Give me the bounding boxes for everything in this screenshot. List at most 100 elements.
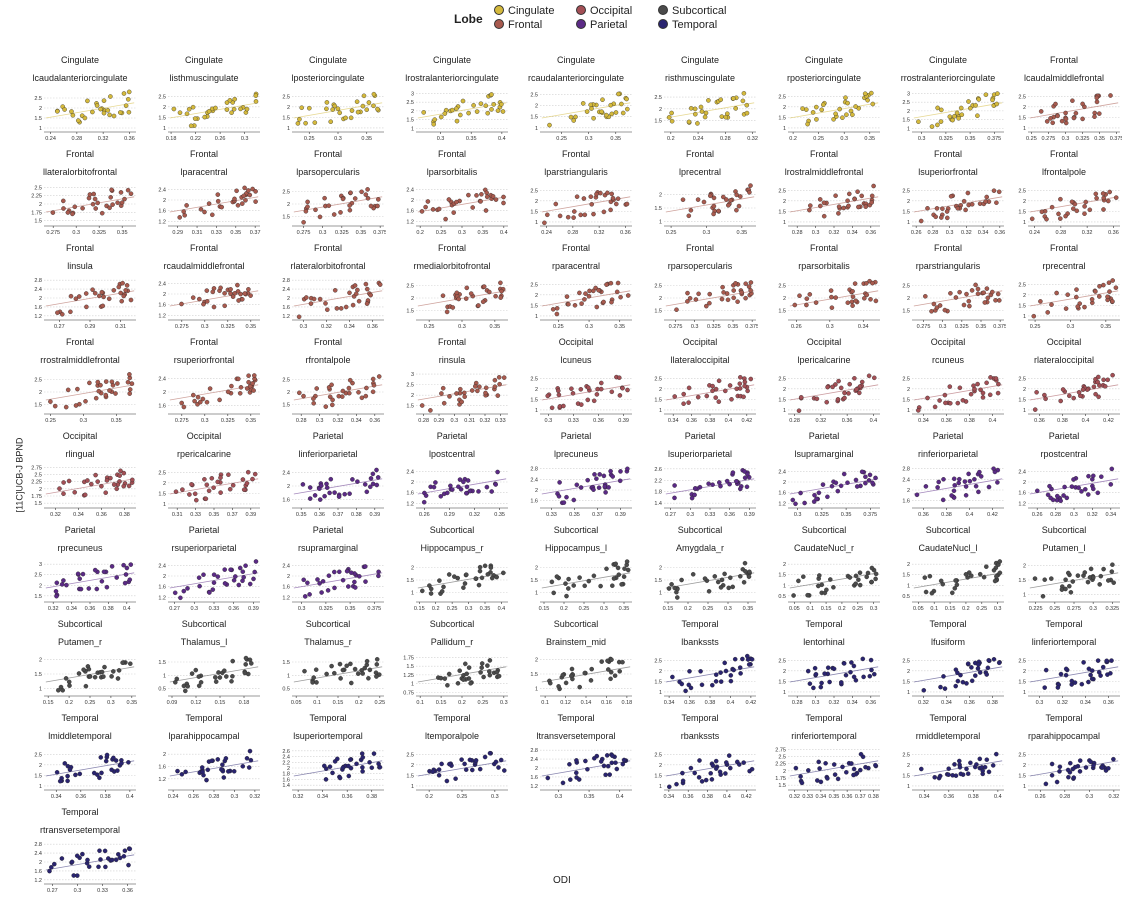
data-point [121,91,127,96]
data-point [615,196,621,201]
data-point [428,408,433,413]
data-point [796,408,802,413]
data-point [76,294,82,299]
x-tick-label: 0.3 [840,136,848,142]
data-point [300,482,306,487]
data-point [211,304,217,310]
data-point [581,196,587,201]
data-point [219,204,224,210]
data-point [344,568,350,574]
data-point [329,663,334,669]
y-tick-label: 1.25 [403,673,414,679]
x-tick-label: 0.2 [667,136,675,142]
data-point [942,686,948,691]
data-point [215,198,221,204]
data-point [207,386,213,391]
data-point [118,290,123,296]
x-tick-label: 0.375 [1110,136,1122,142]
x-tick-label: 0.36 [865,700,876,706]
facet-panel: Parietal lprecuneus 1.6 2 2.4 2.8 0.33 0.35 0.37… [518,430,634,532]
data-point [47,868,52,874]
data-point [1062,484,1067,490]
data-point [118,110,123,115]
data-point [122,196,127,202]
facet-region-label: Putamen_l [1042,543,1086,553]
data-point [588,102,593,108]
data-point [831,666,837,672]
data-point [241,575,246,580]
y-tick-label: 1.5 [654,309,662,315]
x-tick-label: 0.35 [345,606,356,612]
y-tick-label: 2.4 [1018,469,1026,475]
data-point [1048,116,1053,121]
data-point [82,492,88,498]
data-point [677,679,682,685]
x-tick-label: 0.34 [51,794,62,800]
data-point [253,189,258,194]
y-tick-label: 1 [163,502,166,508]
data-point [686,682,692,688]
facet-panel: Cingulate lcaudalanteriorcingulate 1 1.5 2 2.… [22,54,138,156]
data-point [129,381,135,386]
facet-lobe-label: Frontal [189,149,218,159]
facet-lobe-label: Occipital [558,337,594,347]
data-point [1079,681,1085,687]
data-point [601,763,607,769]
data-point [977,756,983,762]
data-point [468,291,474,296]
x-tick-label: 0.14 [581,700,592,706]
data-point [500,109,506,114]
facet-plot: 1.522.50.25 0.3 0.35 [406,280,508,330]
data-point [542,220,547,226]
data-point [1095,379,1100,385]
x-tick-label: 0.33 [568,418,579,424]
data-point [94,103,100,108]
facet-plot: 11.522.50.25 0.3 0.35 [282,91,384,142]
data-point [1082,304,1087,310]
y-tick-label: 1.5 [34,672,42,678]
data-point [1101,207,1106,212]
data-point [958,105,964,111]
data-point [123,572,129,577]
x-tick-label: 0.25 [976,606,987,612]
data-point [247,581,253,587]
data-point [307,592,312,597]
data-point [934,305,940,310]
data-point [359,751,365,756]
y-tick-label: 1.5 [778,679,786,685]
data-point [835,488,841,494]
data-point [863,764,868,770]
y-tick-label: 2.6 [282,749,290,755]
data-point [455,681,461,686]
facet-plot: 11.520.15 0.2 0.25 0.3 0.35 [34,658,137,706]
data-point [1054,779,1060,785]
data-point [923,484,929,489]
x-tick-label: 0.38 [968,794,979,800]
data-point [1076,390,1082,395]
data-point [916,408,921,413]
data-point [864,292,870,298]
data-point [421,110,426,115]
data-point [1089,668,1095,673]
data-point [444,778,450,784]
data-point [421,499,427,505]
data-point [485,572,491,577]
x-tick-label: 0.39 [248,606,259,612]
x-tick-label: 0.33 [209,606,220,612]
facet-plot: 1.522.530.32 0.34 0.36 0.38 0.4 [34,562,136,612]
x-tick-label: 0.3 [190,606,198,612]
x-tick-label: 0.38 [100,794,111,800]
data-point [86,666,92,672]
data-point [825,494,830,500]
data-point [618,294,623,300]
facet-lobe-label: Subcortical [1041,525,1087,535]
data-point [94,586,100,592]
data-point [723,114,729,120]
data-point [990,763,996,768]
data-point [124,283,130,288]
y-tick-label: 1.6 [158,585,166,591]
data-point [347,290,352,296]
data-point [687,296,693,301]
data-point [606,485,611,490]
data-point [617,393,623,398]
